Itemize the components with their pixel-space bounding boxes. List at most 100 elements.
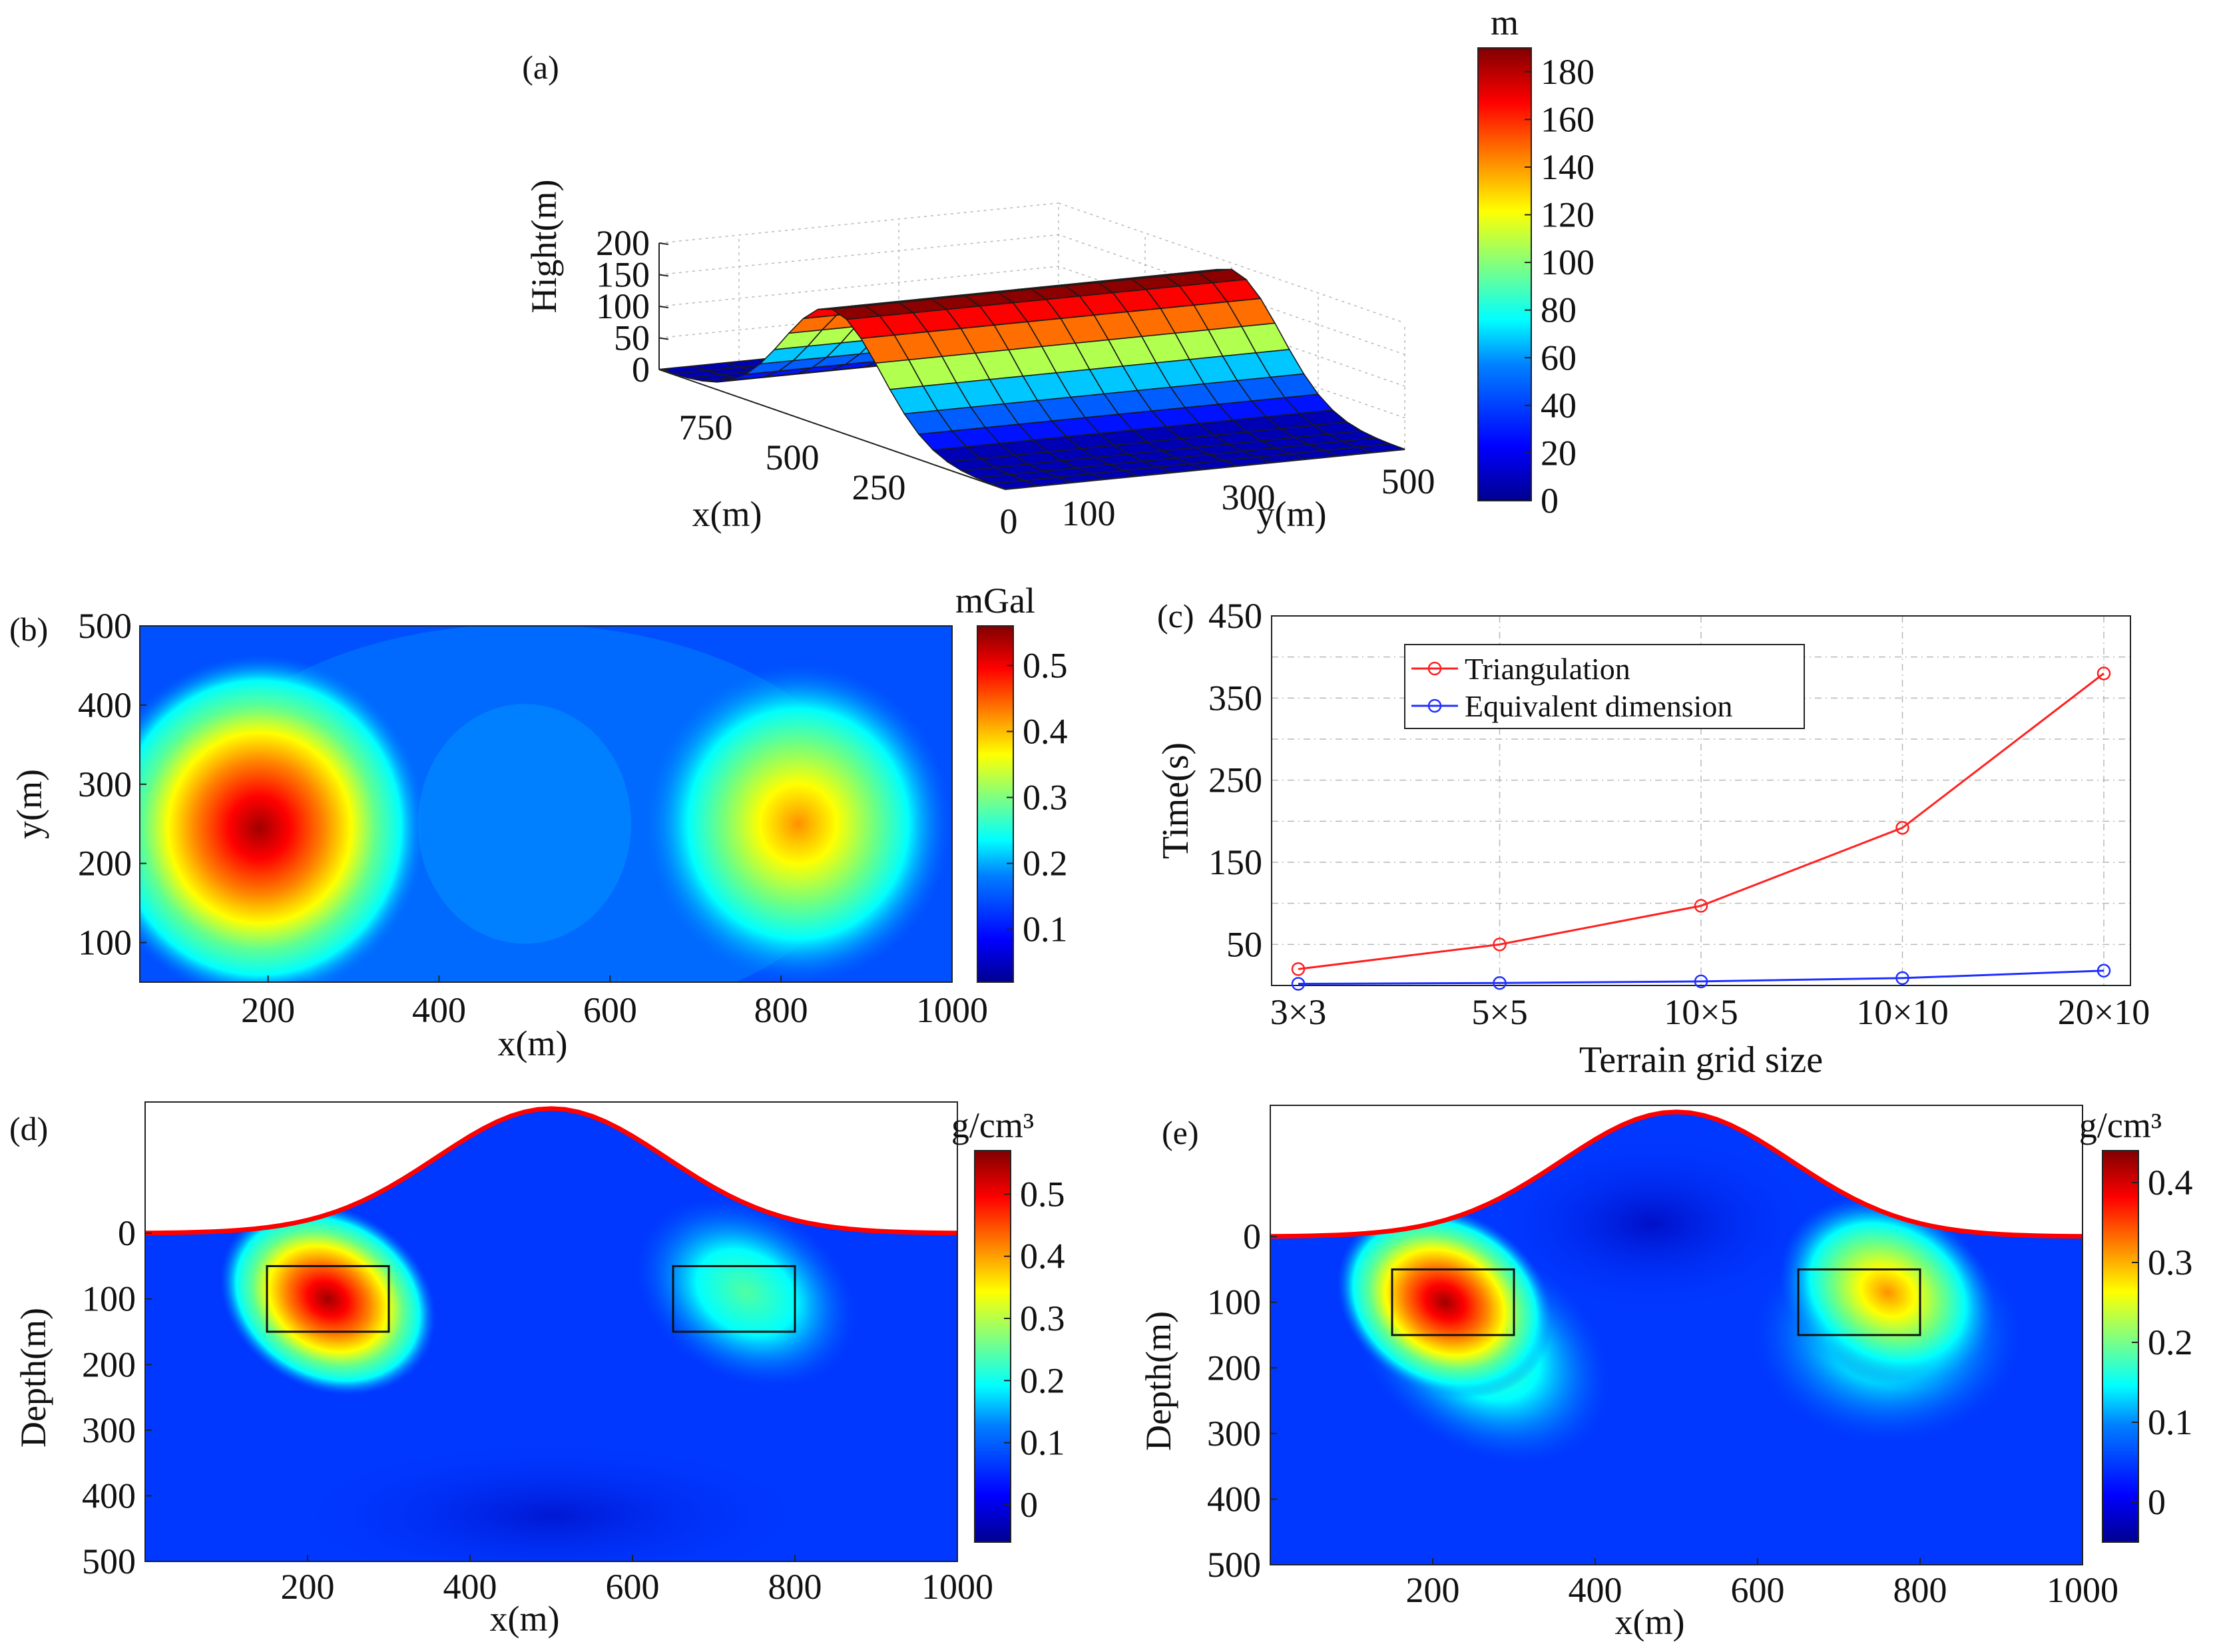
panel-label: (e) (1162, 1114, 1199, 1151)
x-tick-label: 200 (281, 1567, 335, 1607)
legend-box (1404, 644, 1805, 729)
x-tick-label: 600 (583, 990, 637, 1030)
y-tick-label: 100 (82, 1279, 136, 1319)
grid-line (658, 266, 1405, 387)
colorbar-tick-label: 120 (1541, 195, 1595, 235)
colorbar-tick-label: 140 (1541, 147, 1595, 187)
colorbar-gradient (1477, 47, 1532, 501)
data-point (1291, 977, 1306, 991)
topography-line (144, 1106, 958, 1236)
x-tick-label: 200 (1406, 1570, 1460, 1610)
x-tick-label: 800 (1893, 1570, 1947, 1610)
colorbar-e: 0 0.1 0.2 0.3 0.4 g/cm³ (2079, 1105, 2193, 1543)
y-tick-label: 200 (82, 1344, 136, 1384)
z-tick-label: 100 (596, 286, 650, 326)
y-tick-label: 400 (82, 1476, 136, 1515)
panel-b: 200 400 600 800 1000 100 200 300 400 500 (b) x(m) y(… (9, 606, 988, 1063)
colorbar-tick-label: 80 (1541, 290, 1577, 330)
low-density-zone (298, 1442, 804, 1561)
data-point (1493, 938, 1507, 952)
grid (1272, 616, 2130, 985)
anomaly (220, 1203, 436, 1396)
y-tick-label: 350 (1208, 678, 1262, 718)
x-tick-label: 5×5 (1471, 992, 1527, 1032)
y-axis (1005, 449, 1405, 490)
data-point (1493, 976, 1507, 990)
data-point (2096, 667, 2111, 681)
topography-line (1270, 1109, 2083, 1239)
low-density-zone (1492, 1137, 1812, 1310)
y-axis-label: Depth(m) (13, 1308, 53, 1448)
colorbar-tick-label: 0.2 (1020, 1360, 1065, 1400)
panel-c: 50 150 250 350 450 3×3 5×5 10×5 10×10 20×10 Triang… (1155, 596, 2150, 1081)
y-tick-label: 150 (1208, 842, 1262, 882)
x-tick-label: 1000 (921, 1567, 993, 1607)
panel-e: 200 400 600 800 1000 0 100 200 300 400 500 (e) x(m) D… (1138, 1105, 2118, 1642)
x-tick-label: 800 (754, 990, 808, 1030)
y-tick-label: 400 (1207, 1479, 1261, 1519)
heatmap-b (140, 626, 952, 982)
colorbar-tick-label: 0.4 (1023, 712, 1068, 752)
y-axis-label: Depth(m) (1138, 1311, 1178, 1451)
colorbar-tick-label: 0 (1541, 481, 1559, 521)
x-tick-label: 20×10 (2058, 992, 2150, 1032)
grid-line (658, 234, 1405, 356)
plot-frame (139, 625, 953, 983)
x-axis (658, 369, 1006, 490)
colorbar-tick-label: 0.2 (2148, 1322, 2193, 1362)
surface (658, 268, 1405, 490)
panel-label: (d) (9, 1110, 48, 1147)
heatmap-saddle (417, 704, 631, 944)
z-tick (658, 274, 669, 277)
series-line (1298, 969, 2104, 985)
colorbar-tick-label: 0 (2148, 1482, 2166, 1522)
y-tick-label: 100 (1062, 493, 1116, 533)
colorbar-tick-label: 180 (1541, 52, 1595, 92)
colorbar-tick-label: 0.1 (2148, 1402, 2193, 1442)
x-tick-label: 500 (766, 437, 820, 477)
x-tick-label: 600 (1731, 1570, 1785, 1610)
y-tick-label: 0 (118, 1213, 136, 1253)
colorbar-tick-label: 0.4 (1020, 1237, 1065, 1276)
y-tick-label: 500 (1207, 1545, 1261, 1585)
anomaly (140, 655, 426, 982)
anomaly (1337, 1206, 1553, 1399)
colorbar-unit: m (1491, 3, 1519, 43)
y-tick-label: 100 (1207, 1282, 1261, 1322)
x-tick-label: 600 (606, 1567, 660, 1607)
plot-frame (1270, 1105, 2083, 1565)
data-point (1895, 820, 1909, 835)
y-axis-label: Time(s) (1155, 742, 1196, 859)
panel-label: (a) (522, 49, 559, 86)
z-tick-label: 50 (614, 318, 650, 358)
z-tick (658, 306, 669, 308)
plot-frame (144, 1101, 958, 1562)
anomaly (1780, 1196, 1996, 1389)
x-tick-label: 400 (412, 990, 466, 1030)
y-axis-label: y(m) (1257, 494, 1327, 534)
y-tick-label: 300 (78, 764, 132, 804)
data-point (1694, 974, 1708, 989)
y-tick-label: 50 (1226, 924, 1262, 964)
grid-line (658, 202, 1059, 244)
y-tick-label: 300 (1207, 1414, 1261, 1454)
colorbar-tick-label: 20 (1541, 433, 1577, 473)
panel-label: (c) (1157, 597, 1194, 635)
colorbar-tick-label: 40 (1541, 386, 1577, 425)
grid-line (1058, 202, 1405, 324)
z-tick-label: 200 (596, 223, 650, 263)
data-point (1694, 899, 1708, 913)
y-tick-label: 500 (82, 1541, 136, 1581)
legend-label: Equivalent dimension (1465, 689, 1732, 723)
z-tick-label: 150 (596, 255, 650, 295)
anomaly (644, 664, 951, 982)
panel-label: (b) (9, 611, 48, 648)
x-tick-label: 250 (852, 467, 906, 507)
y-tick-label: 100 (78, 923, 132, 963)
anomaly (636, 1197, 856, 1388)
legend-label: Triangulation (1465, 652, 1630, 686)
